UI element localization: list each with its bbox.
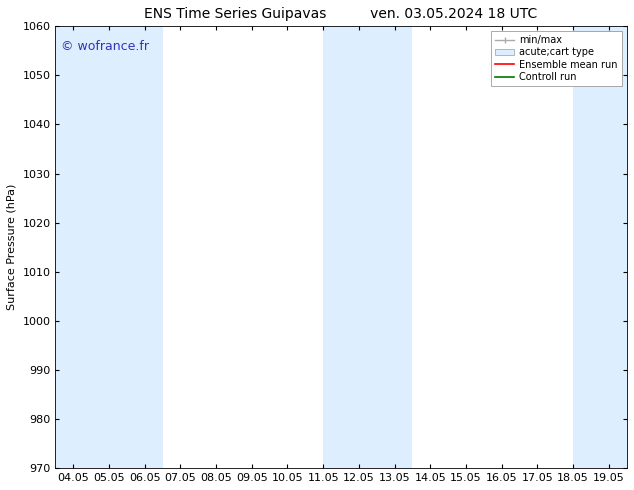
Title: ENS Time Series Guipavas          ven. 03.05.2024 18 UTC: ENS Time Series Guipavas ven. 03.05.2024… (145, 7, 538, 21)
Legend: min/max, acute;cart type, Ensemble mean run, Controll run: min/max, acute;cart type, Ensemble mean … (491, 31, 622, 86)
Bar (323, 26, 412, 468)
Bar (56, 26, 162, 468)
Y-axis label: Surface Pressure (hPa): Surface Pressure (hPa) (7, 184, 17, 311)
Text: © wofrance.fr: © wofrance.fr (61, 40, 149, 52)
Bar (573, 26, 626, 468)
